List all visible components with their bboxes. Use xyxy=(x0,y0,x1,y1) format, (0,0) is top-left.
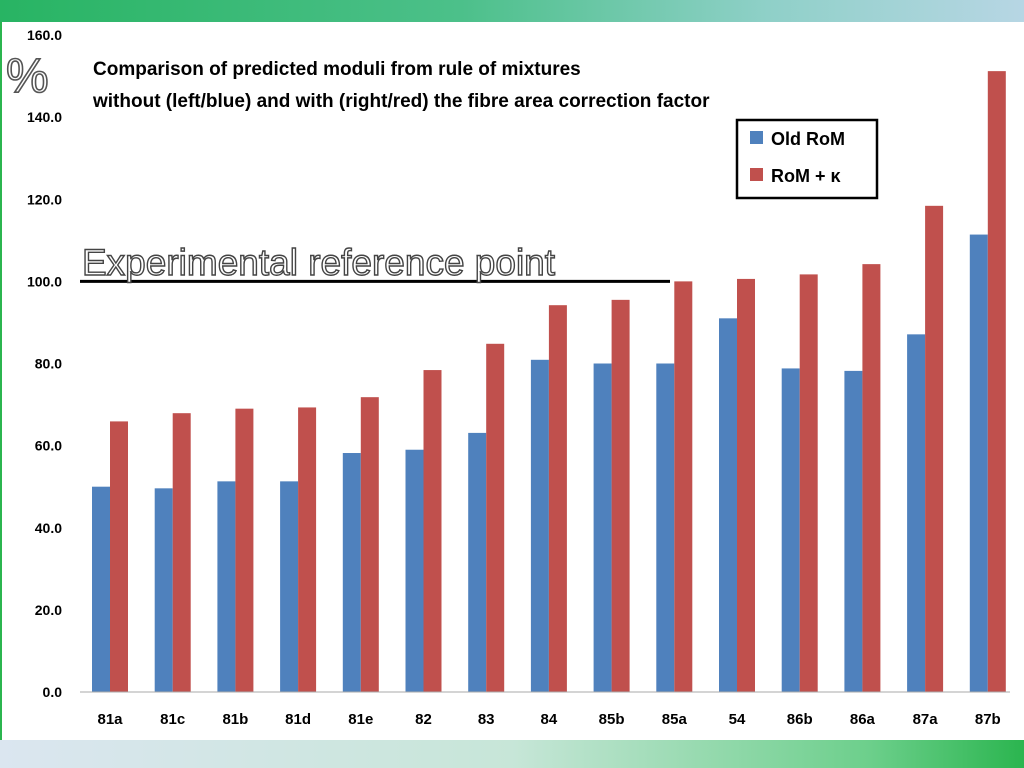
bar-rom-kappa-81c xyxy=(172,413,191,692)
bar-old-rom-85a xyxy=(656,363,675,692)
bar-old-rom-85b xyxy=(593,363,612,692)
bar-rom-kappa-81d xyxy=(298,407,317,692)
left-decor-line xyxy=(0,22,2,740)
y-tick-label: 80.0 xyxy=(35,356,62,372)
y-tick-label: 0.0 xyxy=(43,684,63,700)
x-category-label: 87a xyxy=(913,711,939,728)
x-category-label: 85a xyxy=(662,711,688,728)
bar-old-rom-87a xyxy=(907,334,926,692)
bar-rom-kappa-81b xyxy=(235,408,254,692)
chart-title-line-2: without (left/blue) and with (right/red)… xyxy=(92,91,710,112)
bar-old-rom-86a xyxy=(844,370,863,692)
bar-chart: 0.020.040.060.080.0100.0120.0140.0160.0 … xyxy=(5,27,1010,728)
y-tick-label: 60.0 xyxy=(35,438,62,454)
bar-rom-kappa-85b xyxy=(611,299,630,692)
x-category-label: 82 xyxy=(415,711,432,728)
bar-rom-kappa-83 xyxy=(486,343,505,692)
legend: Old RoM RoM + κ xyxy=(735,118,879,200)
bar-rom-kappa-87a xyxy=(925,205,944,692)
bar-old-rom-83 xyxy=(468,432,487,692)
y-tick-label: 40.0 xyxy=(35,520,62,536)
bar-rom-kappa-81a xyxy=(110,421,128,692)
y-tick-label: 100.0 xyxy=(27,273,62,289)
x-category-label: 84 xyxy=(541,711,558,728)
x-category-label: 81a xyxy=(97,711,123,728)
bar-rom-kappa-85a xyxy=(674,281,693,692)
x-category-label: 54 xyxy=(729,711,746,728)
x-category-label: 86b xyxy=(787,711,813,728)
x-category-label: 81c xyxy=(160,711,185,728)
bar-old-rom-81e xyxy=(342,453,361,692)
bar-old-rom-84 xyxy=(530,359,549,692)
y-tick-label: 20.0 xyxy=(35,602,62,618)
bar-old-rom-81b xyxy=(217,481,236,692)
x-category-label: 81e xyxy=(348,711,373,728)
legend-label-old-rom: Old RoM xyxy=(771,129,845,149)
bar-old-rom-87b xyxy=(969,234,988,692)
bar-old-rom-82 xyxy=(405,449,424,692)
bar-old-rom-81c xyxy=(154,488,173,692)
bottom-decor-band xyxy=(0,740,1024,768)
bar-old-rom-54 xyxy=(719,318,737,692)
y-tick-label: 140.0 xyxy=(27,109,62,125)
x-category-label: 81b xyxy=(222,711,248,728)
bar-rom-kappa-84 xyxy=(548,305,567,692)
x-category-label: 86a xyxy=(850,711,876,728)
y-axis-ticks: 0.0 20.0 40.0 60.0 80.0 100.0 120.0 140.0 160.0 xyxy=(27,27,62,700)
legend-swatch-rom-kappa xyxy=(750,168,763,181)
bar-rom-kappa-86b xyxy=(799,274,818,692)
bar-rom-kappa-82 xyxy=(423,370,442,692)
bar-rom-kappa-86a xyxy=(862,264,881,692)
bar-old-rom-81d xyxy=(280,481,299,692)
bar-rom-kappa-87b xyxy=(987,71,1006,692)
bar-old-rom-81a xyxy=(92,486,110,692)
y-tick-label: 120.0 xyxy=(27,191,62,207)
x-category-label: 81d xyxy=(285,711,311,728)
y-tick-label: 160.0 xyxy=(27,27,62,43)
bar-series xyxy=(92,71,1006,692)
x-category-label: 87b xyxy=(975,711,1001,728)
legend-label-rom-kappa: RoM + κ xyxy=(771,166,842,186)
bar-rom-kappa-81e xyxy=(360,397,379,692)
top-decor-band xyxy=(0,0,1024,22)
x-category-label: 85b xyxy=(599,711,625,728)
bar-old-rom-86b xyxy=(781,368,800,692)
chart-title-line-1: Comparison of predicted moduli from rule… xyxy=(93,59,581,80)
legend-swatch-old-rom xyxy=(750,131,763,144)
bar-rom-kappa-54 xyxy=(737,278,755,692)
x-category-label: 83 xyxy=(478,711,495,728)
unit-label: % xyxy=(6,50,49,103)
x-axis-categories: 81a 81c 81b 81d 81e 82 83 84 85b 85a 54 86b 86a 87a 87… xyxy=(97,711,1000,728)
reference-label: Experimental reference point xyxy=(82,242,556,283)
